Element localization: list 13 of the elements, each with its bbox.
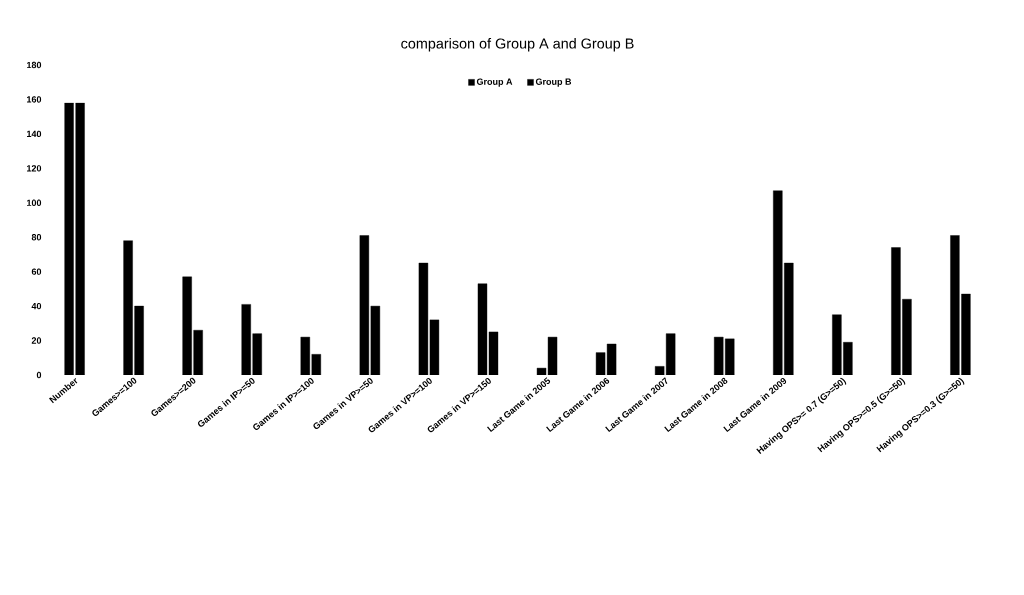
y-tick-label: 100: [27, 199, 42, 206]
chart-title: comparison of Group A and Group B: [401, 38, 634, 52]
y-tick-label: 140: [27, 130, 42, 138]
legend-label: Group B: [535, 78, 572, 87]
y-tick-label: 80: [31, 234, 42, 241]
y-tick-label: 180: [27, 61, 42, 69]
y-tick-label: 60: [31, 268, 42, 275]
y-tick-label: 20: [31, 337, 42, 344]
legend-label: Group A: [476, 78, 513, 87]
y-tick-label: 120: [27, 165, 42, 172]
y-tick-label: 0: [36, 371, 42, 379]
y-tick-label: 40: [31, 302, 42, 310]
y-tick-label: 160: [27, 96, 42, 103]
